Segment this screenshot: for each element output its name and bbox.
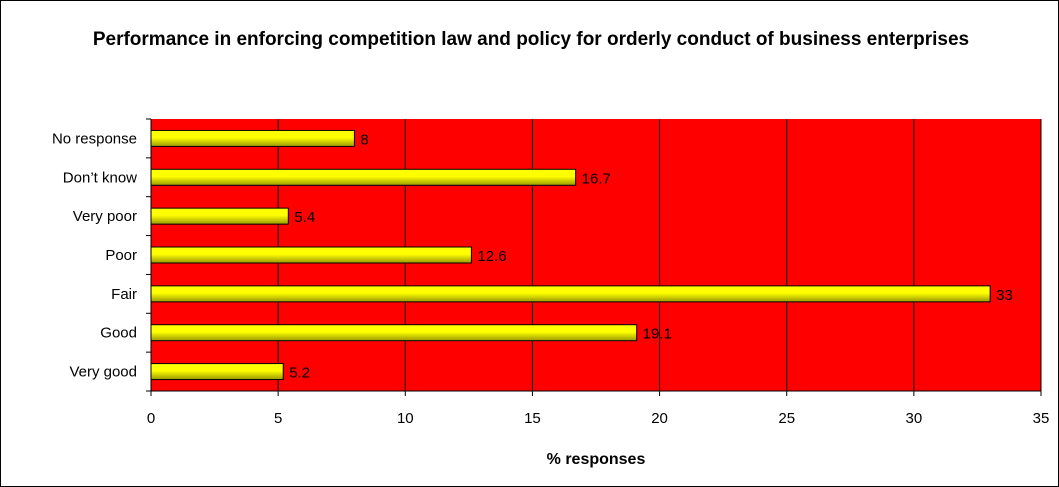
category-label: Very poor (73, 208, 137, 225)
chart-title: Performance in enforcing competition law… (92, 29, 970, 50)
x-tick-label: 0 (147, 410, 155, 427)
bar (150, 246, 472, 264)
x-tick-label: 15 (524, 410, 541, 427)
bar (150, 129, 355, 147)
x-tick-label: 20 (651, 410, 668, 427)
category-label: Poor (105, 247, 137, 264)
category-label: No response (52, 130, 137, 147)
category-label: Don’t know (63, 169, 137, 186)
x-tick-label: 10 (397, 410, 414, 427)
bar (150, 324, 638, 342)
category-label: Fair (111, 286, 137, 303)
labels: 0 5 10 15 20 25 30 35 No response 8 Don’t know 16.7… (52, 130, 1049, 427)
bar (150, 168, 577, 186)
bar (150, 363, 284, 381)
x-axis-title: % responses (547, 451, 646, 468)
bar (150, 207, 289, 225)
x-tick-label: 5 (274, 410, 282, 427)
value-label: 12.6 (477, 248, 506, 265)
category-label: Very good (69, 364, 137, 381)
value-label: 16.7 (582, 170, 611, 187)
value-label: 19.1 (643, 326, 672, 343)
bar (150, 285, 991, 303)
value-label: 5.4 (294, 209, 315, 226)
x-tick-label: 30 (906, 410, 923, 427)
value-label: 33 (996, 287, 1013, 304)
value-label: 8 (360, 131, 368, 148)
category-label: Good (100, 325, 137, 342)
bars (150, 129, 991, 381)
x-tick-label: 35 (1033, 410, 1050, 427)
x-tick-label: 25 (778, 410, 795, 427)
value-label: 5.2 (289, 365, 310, 382)
